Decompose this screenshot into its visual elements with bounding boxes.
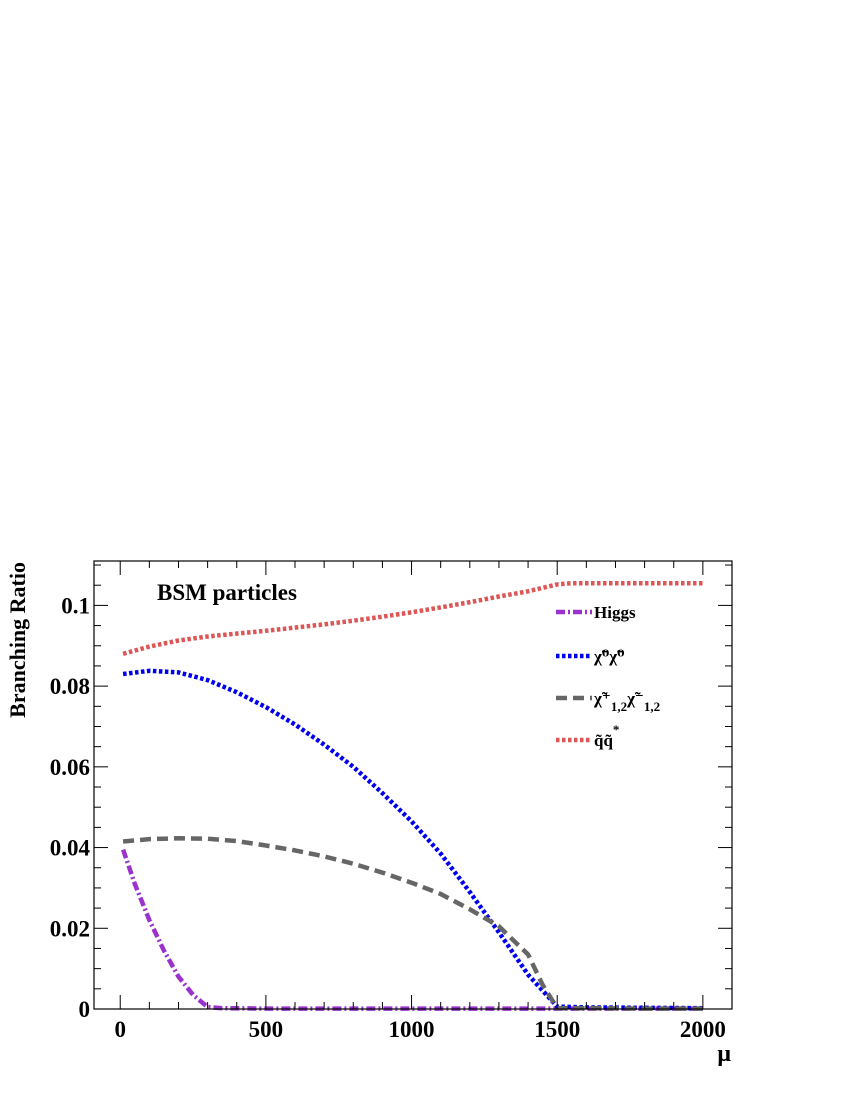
legend-label-higgs: Higgs: [594, 603, 636, 622]
y-tick-label: 0.08: [50, 674, 90, 699]
legend-label-squark: q̃q̃*: [594, 722, 619, 750]
y-tick-label: 0.06: [50, 755, 90, 780]
x-axis-label: μ: [717, 1041, 731, 1067]
series-line-squark: [122, 580, 703, 656]
x-tick-label: 0: [114, 1017, 126, 1042]
annotation-label: BSM particles: [157, 580, 297, 605]
plot-frame: [93, 560, 733, 1010]
legend-label-chargino: χ̃⁺1,2χ̃⁻1,2: [593, 689, 660, 714]
y-tick-label: 0: [79, 997, 91, 1022]
y-tick-label: 0.02: [50, 916, 90, 941]
x-tick-label: 2000: [680, 1017, 726, 1042]
y-tick-label: 0.04: [50, 836, 91, 861]
legend-label-neutralino: χ̃⁰χ̃⁰: [593, 647, 625, 666]
x-tick-label: 1000: [389, 1017, 435, 1042]
x-tick-label: 1500: [534, 1017, 580, 1042]
legend: Higgs χ̃⁰χ̃⁰ χ̃⁺1,2χ̃⁻1,2 q̃q̃*: [556, 603, 660, 750]
series-line-chargino: [122, 836, 703, 1011]
axes-layer: 0 500 1000 1500 2000 0 0.02 0.04 0.06 0.08 0.1: [50, 561, 732, 1042]
y-axis-label: Branching Ratio: [5, 562, 30, 718]
y-tick-label: 0.1: [61, 593, 90, 618]
series-line-higgs: [120, 848, 703, 1011]
x-tick-label: 500: [249, 1017, 284, 1042]
